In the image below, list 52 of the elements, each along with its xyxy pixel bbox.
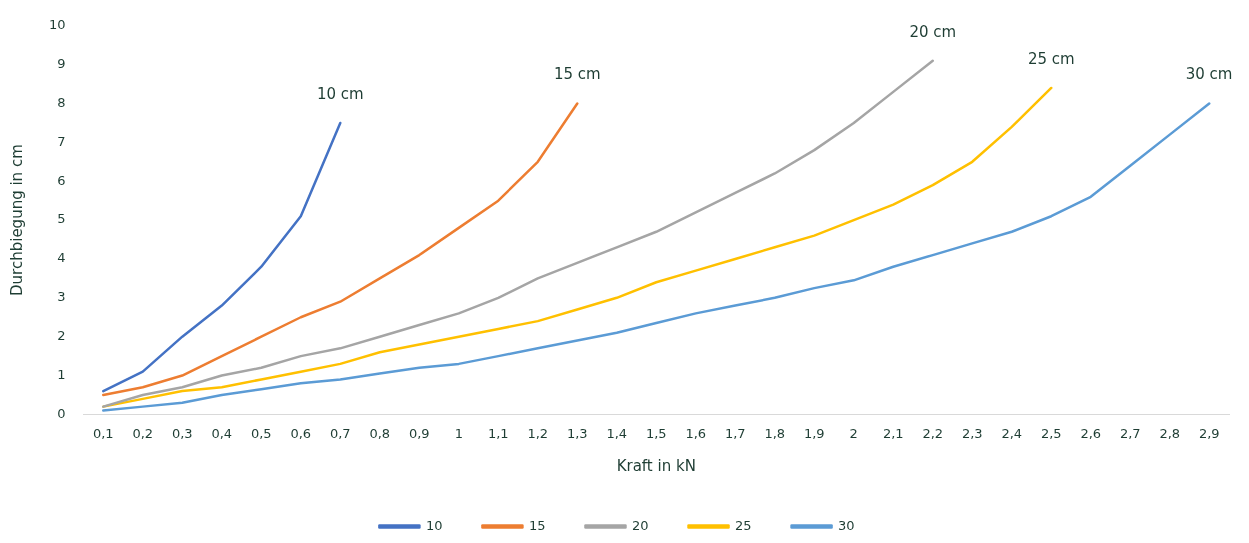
legend-label: 15 <box>528 517 546 533</box>
x-tick-label: 2,1 <box>882 425 904 441</box>
x-tick-label: 0,7 <box>329 425 351 441</box>
y-tick-label: 8 <box>57 94 66 110</box>
y-axis-title: Durchbiegung in cm <box>7 144 26 296</box>
x-tick-label: 1,9 <box>803 425 825 441</box>
y-tick-label: 3 <box>57 289 66 305</box>
annotation: 20 cm <box>909 22 957 41</box>
x-tick-label: 1,2 <box>527 425 549 441</box>
y-tick-label: 4 <box>57 250 66 266</box>
x-tick-label: 2,7 <box>1119 425 1141 441</box>
x-tick-label: 2,5 <box>1040 425 1062 441</box>
x-tick-label: 0,1 <box>92 425 114 441</box>
x-tick-label: 1 <box>454 425 463 441</box>
y-tick-label: 7 <box>57 133 66 149</box>
x-tick-label: 2 <box>849 425 858 441</box>
x-tick-label: 0,8 <box>369 425 391 441</box>
x-tick-label: 0,5 <box>250 425 272 441</box>
legend-label: 10 <box>425 517 443 533</box>
x-tick-label: 2,3 <box>961 425 983 441</box>
y-tick-label: 9 <box>57 56 66 72</box>
x-tick-label: 0,9 <box>408 425 430 441</box>
x-tick-label: 0,6 <box>290 425 312 441</box>
x-tick-label: 1,7 <box>724 425 746 441</box>
x-tick-label: 0,2 <box>132 425 154 441</box>
annotation: 30 cm <box>1185 65 1233 84</box>
annotation: 25 cm <box>1027 49 1075 68</box>
x-tick-label: 1,8 <box>764 425 786 441</box>
legend-label: 20 <box>631 517 649 533</box>
legend-label: 25 <box>735 517 752 533</box>
x-axis-title: Kraft in kN <box>616 456 696 475</box>
x-tick-label: 2,4 <box>1001 425 1023 441</box>
x-tick-label: 2,9 <box>1198 425 1220 441</box>
x-tick-label: 2,2 <box>922 425 944 441</box>
x-tick-label: 1,5 <box>645 425 667 441</box>
annotation: 10 cm <box>316 84 364 103</box>
y-tick-label: 2 <box>57 328 66 344</box>
y-tick-label: 5 <box>57 211 66 227</box>
y-tick-label: 6 <box>57 172 66 188</box>
x-tick-label: 0,3 <box>171 425 193 441</box>
x-tick-label: 1,1 <box>487 425 509 441</box>
legend-label: 30 <box>838 517 855 533</box>
x-tick-label: 0,4 <box>211 425 233 441</box>
annotation: 15 cm <box>553 65 601 84</box>
y-tick-label: 10 <box>49 17 66 33</box>
y-tick-label: 1 <box>57 366 66 382</box>
x-tick-label: 2,8 <box>1159 425 1181 441</box>
y-tick-label: 0 <box>57 405 66 421</box>
x-tick-label: 1,6 <box>685 425 707 441</box>
x-tick-label: 1,3 <box>566 425 588 441</box>
x-tick-label: 1,4 <box>606 425 628 441</box>
x-tick-label: 2,6 <box>1080 425 1102 441</box>
